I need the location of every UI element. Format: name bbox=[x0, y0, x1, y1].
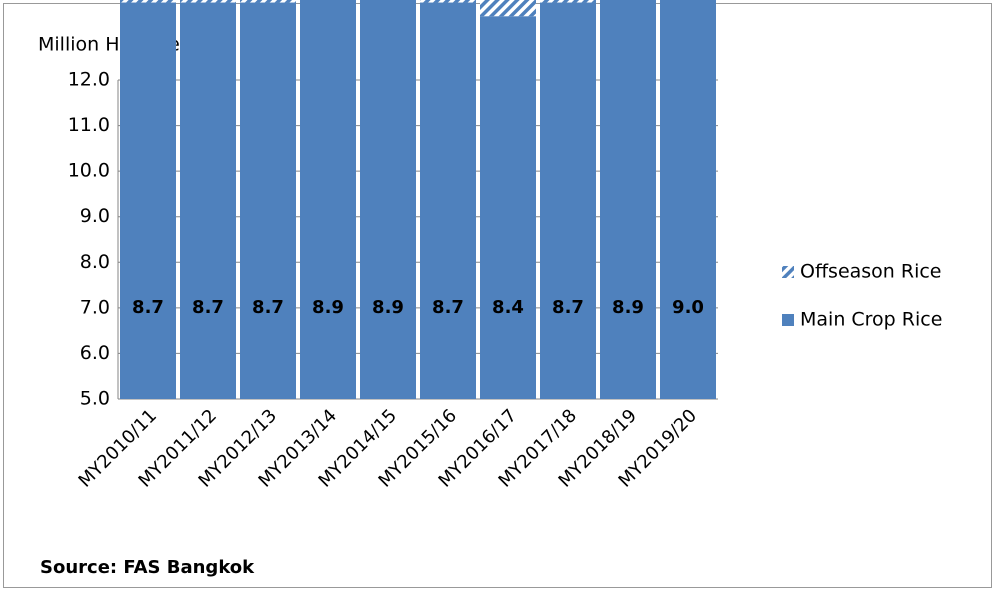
bar-segment bbox=[120, 2, 176, 400]
y-tick-label: 7.0 bbox=[80, 296, 110, 318]
bar-segment bbox=[480, 0, 536, 17]
y-tick-label: 9.0 bbox=[80, 205, 110, 227]
legend-swatch bbox=[782, 314, 794, 326]
source: Source: FAS Bangkok bbox=[40, 557, 255, 578]
value-label: 8.9 bbox=[372, 297, 404, 318]
bar-segment bbox=[360, 0, 416, 400]
value-label: 8.7 bbox=[192, 297, 224, 318]
bar-segment bbox=[660, 0, 716, 399]
bar-segment bbox=[180, 0, 236, 3]
bar-segment bbox=[540, 0, 596, 3]
y-tick-label: 8.0 bbox=[80, 251, 110, 273]
bar-segment bbox=[480, 16, 536, 399]
bar-segment bbox=[240, 2, 296, 400]
bar-segment bbox=[180, 2, 236, 400]
legend-swatch bbox=[782, 266, 794, 278]
bar-segment bbox=[120, 0, 176, 3]
y-tick-label: 10.0 bbox=[68, 160, 110, 182]
y-tick-label: 5.0 bbox=[80, 388, 110, 410]
bar-segment bbox=[420, 0, 476, 3]
value-label: 8.7 bbox=[432, 297, 464, 318]
bar-segment bbox=[420, 2, 476, 400]
value-label: 8.9 bbox=[312, 297, 344, 318]
legend-label: Main Crop Rice bbox=[800, 309, 942, 331]
bar-segment bbox=[240, 0, 296, 3]
value-label: 8.4 bbox=[492, 297, 524, 318]
value-label: 8.9 bbox=[612, 297, 644, 318]
y-tick-label: 6.0 bbox=[80, 342, 110, 364]
value-label: 8.7 bbox=[252, 297, 284, 318]
y-tick-label: 12.0 bbox=[68, 69, 110, 91]
value-label: 8.7 bbox=[132, 297, 164, 318]
bar-segment bbox=[300, 0, 356, 400]
bar-segment bbox=[600, 0, 656, 400]
legend-label: Offseason Rice bbox=[800, 261, 942, 283]
value-label: 8.7 bbox=[552, 297, 584, 318]
y-tick-label: 11.0 bbox=[68, 114, 110, 136]
value-label: 9.0 bbox=[672, 297, 704, 318]
bar-segment bbox=[540, 2, 596, 400]
